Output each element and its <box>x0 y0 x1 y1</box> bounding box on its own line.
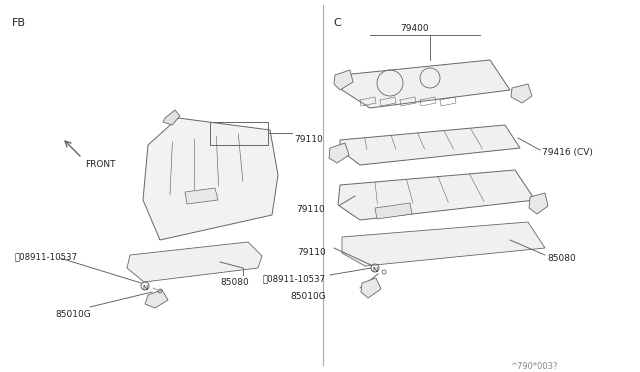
Polygon shape <box>361 278 381 298</box>
Polygon shape <box>338 170 535 220</box>
Text: N: N <box>372 267 378 273</box>
Polygon shape <box>375 203 412 219</box>
Polygon shape <box>143 118 278 240</box>
Text: FRONT: FRONT <box>85 160 115 169</box>
Polygon shape <box>185 188 218 204</box>
Polygon shape <box>342 222 545 266</box>
Polygon shape <box>334 70 353 90</box>
Polygon shape <box>529 193 548 214</box>
Polygon shape <box>511 84 532 103</box>
Text: ^790*003?: ^790*003? <box>510 362 557 371</box>
Text: 79110: 79110 <box>294 135 323 144</box>
Polygon shape <box>127 242 262 282</box>
Polygon shape <box>342 60 510 108</box>
Text: ⓝ08911-10537: ⓝ08911-10537 <box>15 252 78 261</box>
Text: C: C <box>333 18 340 28</box>
Polygon shape <box>145 290 168 308</box>
Polygon shape <box>329 143 349 163</box>
Text: ⓝ08911-10537: ⓝ08911-10537 <box>263 274 326 283</box>
Text: 79400: 79400 <box>400 24 429 33</box>
Text: 85080: 85080 <box>220 278 249 287</box>
Polygon shape <box>163 110 180 125</box>
Text: 85080: 85080 <box>547 254 576 263</box>
Polygon shape <box>340 125 520 165</box>
Text: 79110: 79110 <box>297 248 326 257</box>
Text: 79416 (CV): 79416 (CV) <box>542 148 593 157</box>
Text: 85010G: 85010G <box>55 310 91 319</box>
Text: N: N <box>142 285 148 291</box>
Text: 79110: 79110 <box>296 205 325 214</box>
Text: FB: FB <box>12 18 26 28</box>
Text: 85010G: 85010G <box>291 292 326 301</box>
